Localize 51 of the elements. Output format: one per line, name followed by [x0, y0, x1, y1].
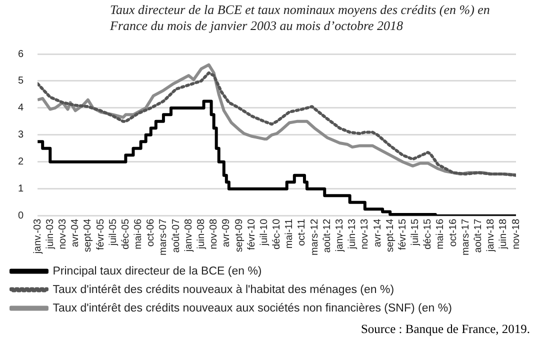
x-tick-label: déc-05	[120, 218, 132, 250]
x-tick-label: févr-05	[95, 218, 106, 250]
x-tick-label: mars-17	[460, 218, 472, 256]
chart-title: Taux directeur de la BCE et taux nominaux moyens des crédits (en %) en France du mois de janvier 2003 au mois d’octobre 2018	[110, 2, 491, 34]
x-tick-label: févr-10	[246, 218, 258, 250]
x-tick-label: déc-15	[422, 218, 434, 250]
x-tick-label: janv.-03	[32, 218, 44, 255]
x-tick-label: sept-14	[384, 218, 396, 252]
x-tick-label: janv-08	[183, 218, 194, 253]
x-tick-label: mai-11	[284, 218, 296, 249]
x-tick-label: nov-18	[510, 218, 522, 250]
x-tick-label: juil-05	[108, 218, 119, 247]
y-tick-label: 3	[18, 130, 24, 141]
x-tick-label: août-17	[472, 218, 484, 253]
x-tick-label: janv-18	[486, 218, 497, 253]
legend-label: Principal taux directeur de la BCE (en %)	[52, 265, 262, 278]
x-tick-label: avr-14	[372, 218, 384, 248]
x-tick-label: oct-11	[296, 218, 308, 246]
x-tick-label: nov-08	[208, 218, 220, 250]
x-tick-label: mai-16	[435, 218, 446, 250]
x-tick-label: sept-04	[82, 218, 94, 252]
x-tick-label: févr-15	[397, 218, 408, 250]
x-tick-label: juin-13	[347, 218, 358, 250]
source-note: Source : Banque de France, 2019.	[360, 322, 530, 337]
x-tick-label: juin-03	[44, 218, 56, 250]
y-tick-label: 2	[18, 156, 24, 168]
x-tick-label: oct-06	[146, 218, 157, 247]
x-tick-label: avr-09	[221, 218, 232, 248]
x-tick-label: avr-04	[70, 218, 82, 248]
x-tick-label: juin-18	[498, 218, 510, 250]
x-tick-label: déc-10	[272, 218, 283, 250]
x-tick-label: mai-06	[133, 218, 144, 250]
legend-label: Taux d'intérêt des crédits nouveaux à l'habitat des ménages (en %)	[52, 284, 394, 296]
x-tick-label: juil-15	[410, 218, 422, 247]
y-tick-label: 4	[18, 102, 24, 114]
x-tick-label: mars-12	[309, 218, 320, 256]
x-tick-label: nov-13	[360, 218, 371, 250]
x-tick-label: nov-03	[57, 218, 68, 250]
y-tick-label: 0	[18, 210, 24, 222]
y-tick-label: 5	[18, 76, 24, 87]
x-tick-label: oct-16	[448, 218, 459, 247]
x-tick-label: août-07	[170, 218, 182, 253]
y-tick-label: 1	[18, 184, 24, 195]
x-tick-label: sept-09	[234, 218, 245, 252]
x-tick-label: août-12	[322, 218, 333, 253]
x-tick-label: juin-08	[196, 218, 207, 250]
x-tick-label: janv-13	[334, 218, 346, 253]
legend-label: Taux d'intérêt des crédits nouveaux aux sociétés non financières (SNF) (en %)	[52, 302, 452, 314]
x-tick-label: juil-10	[258, 218, 270, 247]
x-tick-label: mars-07	[158, 218, 170, 256]
y-tick-label: 6	[18, 48, 24, 60]
